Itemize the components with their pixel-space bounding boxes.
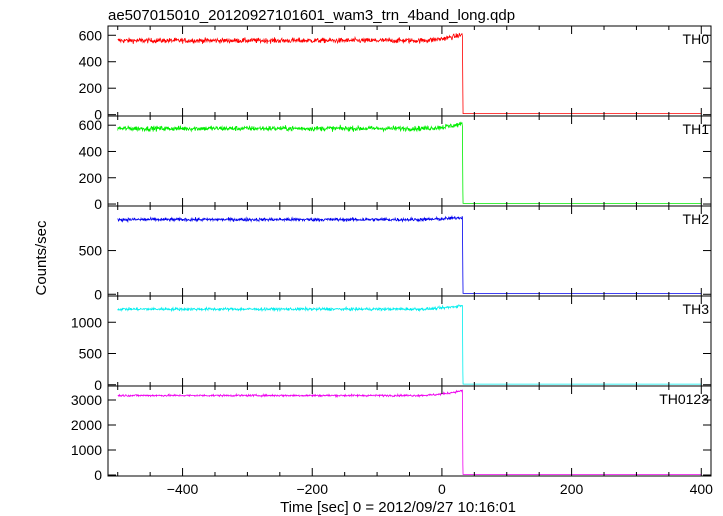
y-tick-label: 1000 [71, 442, 102, 458]
y-tick-label: 600 [79, 117, 103, 133]
y-tick-label: 3000 [71, 392, 102, 408]
panel-label-th2: TH2 [683, 211, 710, 227]
x-tick-label: −400 [167, 481, 199, 497]
y-tick-label: 0 [94, 286, 102, 302]
chart-title: ae507015010_20120927101601_wam3_trn_4ban… [108, 7, 515, 24]
panel-frame-th0123 [107, 385, 712, 477]
y-tick-label: 0 [94, 377, 102, 393]
panels-group: 0 200 400 600 TH0 0 200 400 600 TH1 0 500 TH2 0 500 100… [71, 25, 714, 497]
series-line-th1 [117, 121, 702, 204]
panel-label-th1: TH1 [683, 121, 710, 137]
panel-label-th0123: TH0123 [659, 391, 709, 407]
y-tick-label: 200 [79, 170, 103, 186]
y-tick-label: 0 [94, 467, 102, 483]
panel-label-th3: TH3 [683, 301, 710, 317]
y-tick-label: 400 [79, 143, 103, 159]
x-tick-label: 400 [690, 481, 714, 497]
series-line-th0 [117, 32, 702, 115]
y-axis-label: Counts/sec [33, 220, 50, 296]
y-tick-label: 600 [79, 27, 103, 43]
y-tick-label: 2000 [71, 417, 102, 433]
y-tick-label: 200 [79, 80, 103, 96]
x-tick-label: 200 [560, 481, 584, 497]
y-tick-label: 500 [79, 243, 103, 259]
series-line-th3 [117, 303, 702, 385]
x-tick-label: −200 [296, 481, 328, 497]
y-tick-label: 1000 [71, 314, 102, 330]
y-tick-label: 0 [94, 196, 102, 212]
series-line-th2 [117, 214, 702, 294]
y-tick-label: 500 [79, 346, 103, 362]
y-tick-label: 400 [79, 54, 103, 70]
panel-label-th0: TH0 [683, 31, 710, 47]
x-axis-label: Time [sec] 0 = 2012/09/27 10:16:01 [280, 499, 516, 516]
x-tick-label: 0 [438, 481, 446, 497]
series-line-th0123 [117, 389, 702, 475]
y-tick-label: 0 [94, 107, 102, 123]
